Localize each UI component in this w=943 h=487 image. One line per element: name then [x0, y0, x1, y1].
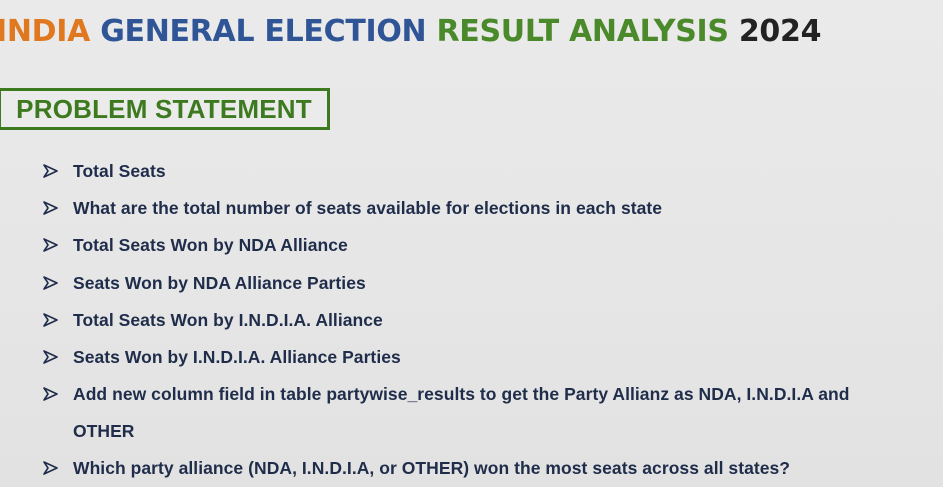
- arrow-bullet-icon: [43, 350, 58, 364]
- list-item-text: Add new column field in table partywise_…: [73, 383, 850, 404]
- arrow-bullet-icon: [43, 387, 58, 401]
- list-item-text: Total Seats: [73, 160, 166, 181]
- list-item-text: Seats Won by NDA Alliance Parties: [73, 272, 366, 293]
- list-item: Total Seats Won by NDA Alliance: [43, 233, 348, 257]
- list-item: Seats Won by I.N.D.I.A. Alliance Parties: [43, 345, 401, 369]
- list-item: Total Seats: [43, 159, 166, 183]
- problem-statement-badge: PROBLEM STATEMENT: [0, 88, 330, 130]
- list-item: Which party alliance (NDA, I.N.D.I.A, or…: [43, 456, 790, 480]
- arrow-bullet-icon: [43, 201, 58, 215]
- title-part-india: INDIA: [0, 14, 101, 49]
- list-item-text: What are the total number of seats avail…: [73, 197, 663, 218]
- arrow-bullet-icon: [43, 164, 58, 178]
- list-item-text: OTHER: [73, 420, 135, 441]
- problem-statement-label: PROBLEM STATEMENT: [16, 93, 312, 124]
- title-part-year: 2024: [738, 14, 822, 49]
- arrow-bullet-icon: [43, 276, 58, 290]
- list-item: Total Seats Won by I.N.D.I.A. Alliance: [43, 308, 383, 332]
- list-item: Seats Won by NDA Alliance Parties: [43, 271, 366, 295]
- list-item: What are the total number of seats avail…: [43, 196, 662, 220]
- list-item-text: Total Seats Won by NDA Alliance: [73, 234, 348, 255]
- list-item-text: Seats Won by I.N.D.I.A. Alliance Parties: [73, 346, 401, 367]
- title-part-general-election: GENERAL ELECTION: [100, 14, 437, 49]
- title-part-result-analysis: RESULT ANALYSIS: [436, 14, 739, 49]
- list-item-continuation: OTHER: [73, 419, 135, 443]
- arrow-bullet-icon: [43, 238, 58, 252]
- arrow-bullet-icon: [43, 461, 58, 475]
- list-item: Add new column field in table partywise_…: [43, 382, 849, 406]
- list-item-text: Which party alliance (NDA, I.N.D.I.A, or…: [73, 457, 791, 478]
- list-item-text: Total Seats Won by I.N.D.I.A. Alliance: [73, 309, 383, 330]
- page-title: INDIA GENERAL ELECTION RESULT ANALYSIS 2…: [0, 12, 821, 52]
- arrow-bullet-icon: [43, 313, 58, 327]
